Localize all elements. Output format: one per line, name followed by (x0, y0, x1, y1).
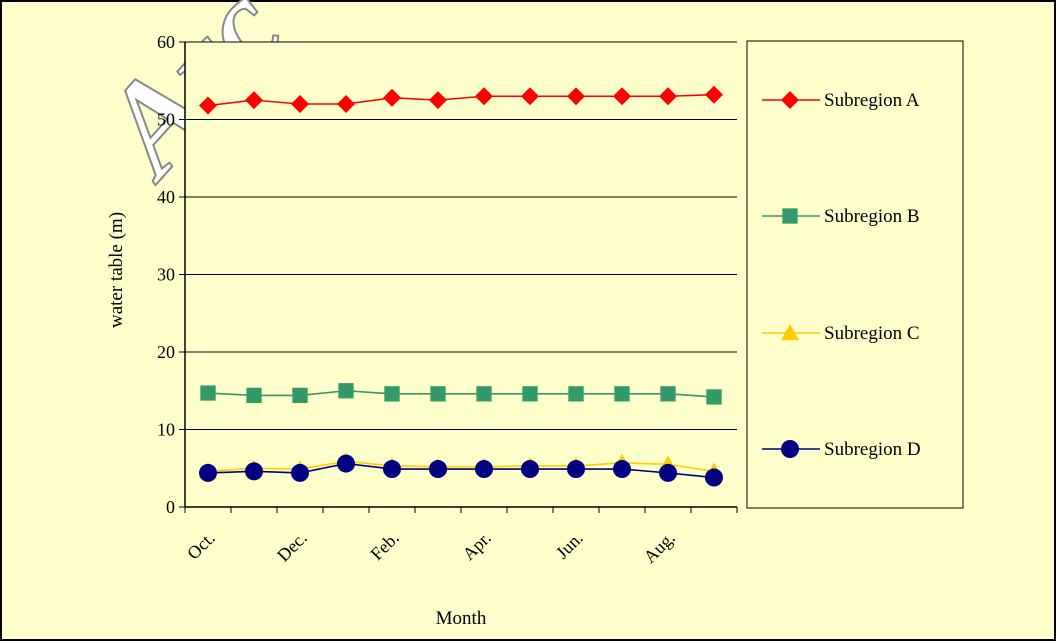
data-point-square (660, 386, 676, 402)
data-point-diamond (781, 91, 799, 109)
legend-item: Subregion D (762, 439, 921, 460)
data-point-diamond (245, 91, 263, 110)
y-tick-label: 10 (157, 420, 175, 440)
data-point-diamond (475, 87, 493, 106)
data-point-square (568, 386, 584, 402)
y-tick-label: 40 (157, 187, 175, 207)
legend-item: Subregion A (762, 90, 920, 111)
data-point-square (522, 386, 538, 402)
x-axis-title: Month (436, 608, 487, 629)
legend-item: Subregion B (762, 206, 920, 227)
data-point-triangle (781, 324, 799, 341)
data-point-diamond (429, 91, 447, 110)
data-point-diamond (659, 87, 677, 106)
series-layer (199, 85, 723, 487)
data-point-circle (245, 462, 263, 481)
data-point-circle (429, 460, 447, 479)
data-point-square (292, 387, 308, 404)
legend: Subregion A Subregion B Subregion C Subregi… (746, 40, 964, 509)
data-point-diamond (521, 87, 539, 106)
y-tick-label: 0 (166, 497, 175, 517)
data-point-circle (781, 440, 799, 458)
series-1 (199, 85, 723, 115)
y-tick-label: 30 (157, 265, 175, 285)
data-point-circle (337, 454, 355, 473)
data-point-square (430, 386, 446, 402)
data-point-diamond (613, 87, 631, 106)
legend-item: Subregion C (762, 323, 920, 344)
x-tick-label: Apr. (458, 528, 494, 564)
x-tick-label: Aug. (640, 528, 679, 567)
gridlines (185, 41, 737, 430)
x-tick-label: Dec. (273, 528, 311, 566)
data-point-circle (383, 460, 401, 479)
series-2 (200, 383, 722, 405)
y-tick-label: 50 (157, 110, 175, 130)
legend-label: Subregion D (824, 439, 921, 460)
x-tick-label: Jun. (552, 528, 587, 563)
data-point-circle (199, 463, 217, 482)
data-point-square (246, 387, 262, 404)
x-tick-label: Oct. (183, 528, 219, 564)
data-point-circle (521, 460, 539, 479)
data-point-square (200, 385, 216, 401)
data-point-diamond (291, 95, 309, 113)
y-tick-label: 60 (157, 32, 175, 52)
legend-label: Subregion C (824, 323, 920, 344)
legend-label: Subregion A (824, 90, 920, 111)
data-point-square (476, 386, 492, 402)
data-point-diamond (337, 95, 355, 113)
data-point-circle (659, 463, 677, 482)
axes: 0 10 20 30 40 50 60 Oct. Dec. Feb. Apr. Jun. Aug. (157, 32, 738, 567)
series-line (207, 389, 715, 398)
data-point-square (706, 389, 722, 405)
legend-box (746, 40, 964, 509)
data-point-circle (475, 460, 493, 479)
data-point-circle (705, 468, 723, 487)
data-point-diamond (705, 85, 723, 104)
data-point-circle (567, 460, 585, 479)
data-point-diamond (199, 96, 217, 115)
data-point-square (614, 386, 630, 402)
legend-label: Subregion B (824, 206, 920, 227)
data-point-circle (613, 460, 631, 479)
x-tick-label: Feb. (366, 528, 402, 564)
y-axis-title: water table (m) (106, 212, 127, 328)
data-point-diamond (383, 88, 401, 107)
data-point-square (384, 386, 400, 402)
data-point-square (338, 383, 354, 399)
series-4 (199, 454, 723, 487)
data-point-diamond (567, 87, 585, 106)
data-point-square (782, 208, 798, 224)
y-tick-label: 20 (157, 342, 175, 362)
data-point-circle (291, 463, 309, 482)
